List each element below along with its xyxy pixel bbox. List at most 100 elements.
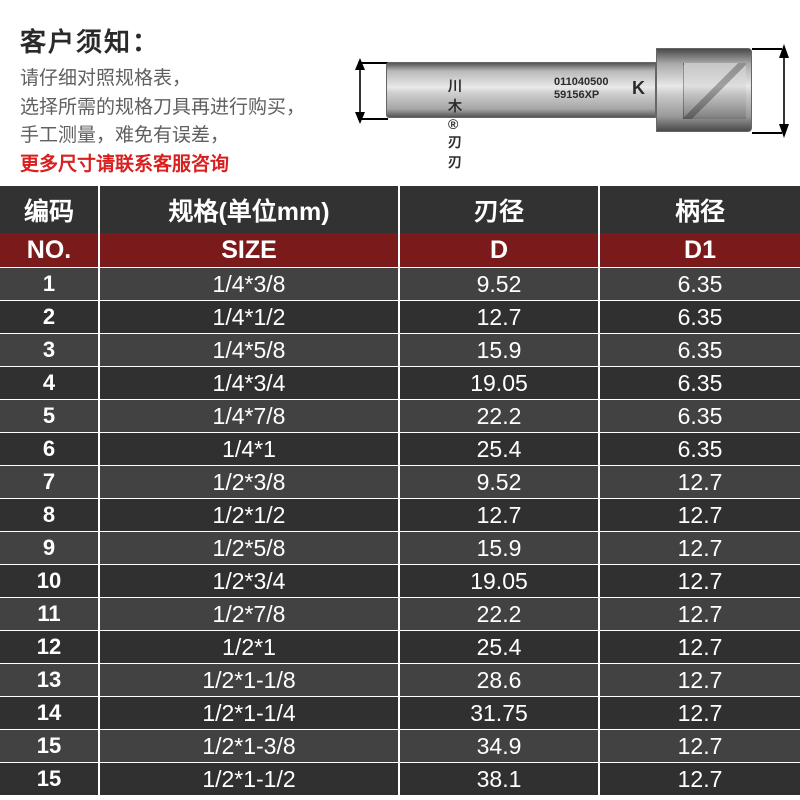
- cell-d: 22.2: [400, 400, 600, 432]
- table-row: 131/2*1-1/828.612.7: [0, 663, 800, 696]
- tool-shank: [386, 62, 656, 118]
- cell-no: 7: [0, 466, 100, 498]
- cell-d1: 12.7: [600, 763, 800, 795]
- table-row: 91/2*5/815.912.7: [0, 531, 800, 564]
- table-row: 11/4*3/89.526.35: [0, 267, 800, 300]
- tool-head: [656, 48, 752, 132]
- cell-d1: 12.7: [600, 730, 800, 762]
- cell-size: 1/2*1-3/8: [100, 730, 400, 762]
- cell-size: 1/4*1/2: [100, 301, 400, 333]
- cell-no: 4: [0, 367, 100, 399]
- cell-d1: 12.7: [600, 499, 800, 531]
- cell-no: 6: [0, 433, 100, 465]
- cell-no: 9: [0, 532, 100, 564]
- table-row: 81/2*1/212.712.7: [0, 498, 800, 531]
- cell-d1: 12.7: [600, 565, 800, 597]
- table-row: 151/2*1-1/238.112.7: [0, 762, 800, 795]
- table-row: 121/2*125.412.7: [0, 630, 800, 663]
- cutter-dimension-icon: [762, 36, 800, 162]
- cell-d1: 6.35: [600, 268, 800, 300]
- table-row: 151/2*1-3/834.912.7: [0, 729, 800, 762]
- cell-d: 31.75: [400, 697, 600, 729]
- cell-d1: 12.7: [600, 631, 800, 663]
- spec-table: 编码 规格(单位mm) 刃径 柄径 NO. SIZE D D1 11/4*3/8…: [0, 186, 800, 795]
- product-diagram: 柄径 川木®刃刃 011040500 59156XP K 刃径: [340, 24, 780, 164]
- cell-d: 9.52: [400, 268, 600, 300]
- cell-no: 12: [0, 631, 100, 663]
- cell-d: 25.4: [400, 631, 600, 663]
- cell-d: 38.1: [400, 763, 600, 795]
- cell-size: 1/2*3/4: [100, 565, 400, 597]
- cell-no: 14: [0, 697, 100, 729]
- notice-line-2: 选择所需的规格刀具再进行购买，: [20, 94, 340, 123]
- table-row: 21/4*1/212.76.35: [0, 300, 800, 333]
- cell-no: 15: [0, 730, 100, 762]
- cell-d: 12.7: [400, 301, 600, 333]
- notice-line-3: 手工测量，难免有误差，: [20, 122, 340, 151]
- product-code: 011040500 59156XP: [554, 76, 608, 102]
- cell-no: 10: [0, 565, 100, 597]
- th-d-en: D: [400, 233, 600, 267]
- cell-size: 1/4*5/8: [100, 334, 400, 366]
- cell-no: 11: [0, 598, 100, 630]
- cell-d1: 6.35: [600, 334, 800, 366]
- cell-size: 1/2*1: [100, 631, 400, 663]
- cell-d: 25.4: [400, 433, 600, 465]
- cell-d1: 6.35: [600, 367, 800, 399]
- cell-d: 34.9: [400, 730, 600, 762]
- shank-dimension-icon: [342, 50, 384, 170]
- cell-no: 3: [0, 334, 100, 366]
- cell-size: 1/2*1/2: [100, 499, 400, 531]
- cell-d1: 6.35: [600, 301, 800, 333]
- notice-highlight: 更多尺寸请联系客服咨询: [20, 151, 340, 180]
- cell-d1: 6.35: [600, 400, 800, 432]
- cell-d1: 12.7: [600, 664, 800, 696]
- table-row: 71/2*3/89.5212.7: [0, 465, 800, 498]
- cell-d: 28.6: [400, 664, 600, 696]
- cell-no: 13: [0, 664, 100, 696]
- customer-notice: 客户须知： 请仔细对照规格表， 选择所需的规格刀具再进行购买， 手工测量，难免有…: [20, 18, 340, 178]
- table-row: 41/4*3/419.056.35: [0, 366, 800, 399]
- cell-d1: 12.7: [600, 466, 800, 498]
- cell-no: 1: [0, 268, 100, 300]
- cell-size: 1/2*5/8: [100, 532, 400, 564]
- cell-d: 12.7: [400, 499, 600, 531]
- th-no-cn: 编码: [0, 186, 100, 233]
- notice-title: 客户须知：: [20, 22, 340, 59]
- table-row: 101/2*3/419.0512.7: [0, 564, 800, 597]
- th-size-en: SIZE: [100, 233, 400, 267]
- cell-size: 1/2*3/8: [100, 466, 400, 498]
- cell-size: 1/4*1: [100, 433, 400, 465]
- cell-d: 9.52: [400, 466, 600, 498]
- cell-d: 15.9: [400, 532, 600, 564]
- cell-no: 5: [0, 400, 100, 432]
- brand-text: 川木®刃刃: [448, 76, 463, 172]
- cell-d1: 12.7: [600, 697, 800, 729]
- cell-d: 22.2: [400, 598, 600, 630]
- top-section: 客户须知： 请仔细对照规格表， 选择所需的规格刀具再进行购买， 手工测量，难免有…: [0, 0, 800, 186]
- cell-d1: 12.7: [600, 598, 800, 630]
- cell-no: 15: [0, 763, 100, 795]
- th-no-en: NO.: [0, 233, 100, 267]
- cell-size: 1/2*1-1/2: [100, 763, 400, 795]
- table-row: 141/2*1-1/431.7512.7: [0, 696, 800, 729]
- table-row: 111/2*7/822.212.7: [0, 597, 800, 630]
- table-header-cn: 编码 规格(单位mm) 刃径 柄径: [0, 186, 800, 233]
- table-row: 51/4*7/822.26.35: [0, 399, 800, 432]
- cell-size: 1/2*1-1/8: [100, 664, 400, 696]
- th-size-cn: 规格(单位mm): [100, 186, 400, 233]
- code-line2: 59156XP: [554, 89, 599, 101]
- cell-size: 1/2*7/8: [100, 598, 400, 630]
- k-mark: K: [632, 78, 645, 99]
- th-d-cn: 刃径: [400, 186, 600, 233]
- cell-size: 1/4*3/8: [100, 268, 400, 300]
- cell-d1: 6.35: [600, 433, 800, 465]
- th-d1-cn: 柄径: [600, 186, 800, 233]
- cell-no: 2: [0, 301, 100, 333]
- th-d1-en: D1: [600, 233, 800, 267]
- cell-size: 1/2*1-1/4: [100, 697, 400, 729]
- cell-no: 8: [0, 499, 100, 531]
- cell-d1: 12.7: [600, 532, 800, 564]
- cell-d: 19.05: [400, 367, 600, 399]
- table-body: 11/4*3/89.526.3521/4*1/212.76.3531/4*5/8…: [0, 267, 800, 795]
